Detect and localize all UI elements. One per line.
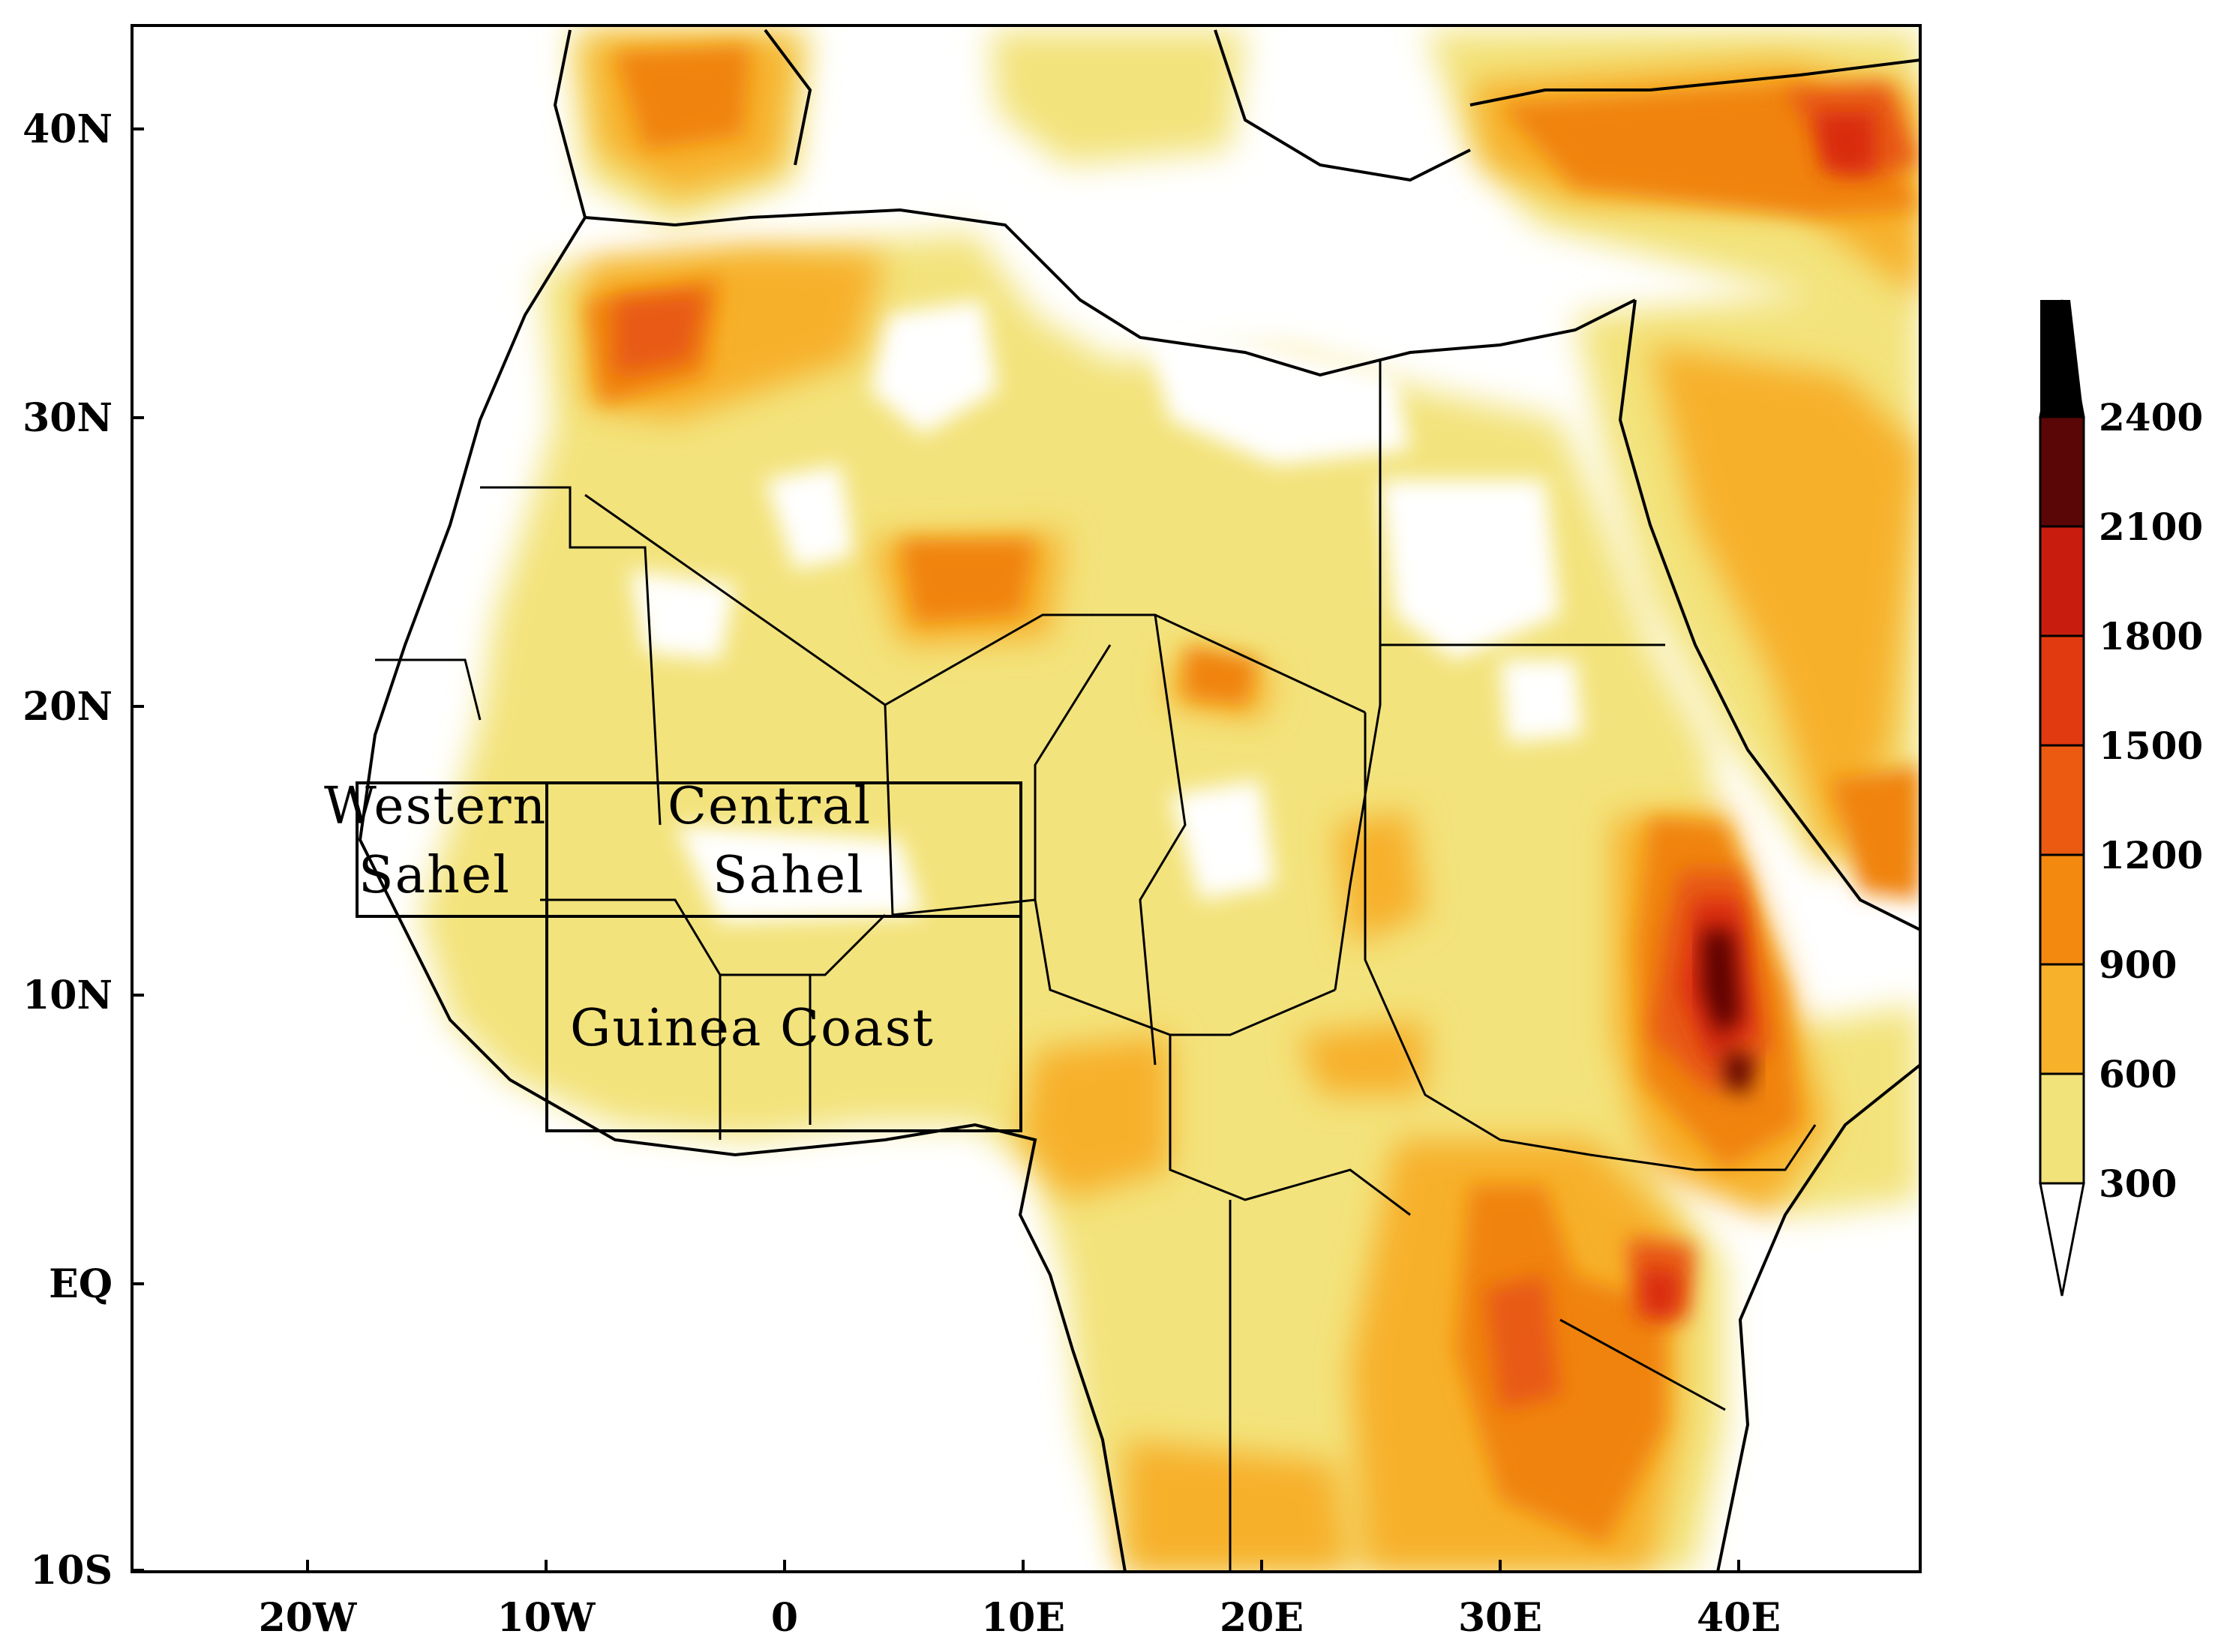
colorbar-label: 300 — [2099, 1162, 2177, 1206]
guinea-coast-label: Guinea Coast — [570, 999, 935, 1058]
x-tick-label: 20E — [1220, 1595, 1304, 1641]
region-boxes — [356, 781, 1022, 1132]
colorbar-bin-900-1200 — [2039, 853, 2085, 966]
y-ticks — [132, 127, 144, 1572]
guinea-coast-box — [545, 915, 1022, 1132]
colorbar-label: 2100 — [2099, 505, 2203, 549]
x-ticks — [306, 1560, 1740, 1572]
colorbar-label: 600 — [2099, 1052, 2177, 1096]
shading-below-300 — [630, 300, 1583, 922]
colorbar-label: 2400 — [2099, 395, 2203, 439]
x-tick-label: 10W — [497, 1595, 596, 1641]
western-sahel-label-2: Sahel — [359, 846, 511, 905]
colorbar-label: 1200 — [2099, 833, 2203, 877]
plot-frame — [131, 24, 1922, 1573]
y-tick-label: EQ — [49, 1261, 113, 1307]
y-tick-label: 40N — [23, 106, 113, 152]
y-tick-label: 30N — [23, 395, 113, 441]
y-tick-labels: 40N 30N 20N 10N EQ 10S — [23, 106, 113, 1594]
colorbar-label: 900 — [2099, 943, 2177, 987]
x-tick-label: 30E — [1458, 1595, 1542, 1641]
x-tick-label: 20W — [259, 1595, 358, 1641]
colorbar-bin-1500-1800 — [2039, 634, 2085, 747]
western-sahel-label-1: Western — [324, 777, 547, 836]
colorbar-bin-600-900 — [2039, 963, 2085, 1075]
colorbar-bin-1800-2100 — [2039, 525, 2085, 637]
colorbar-label: 1800 — [2099, 614, 2203, 658]
colorbar-bin-1200-1500 — [2039, 744, 2085, 856]
x-tick-label: 10E — [981, 1595, 1065, 1641]
central-sahel-label-2: Sahel — [713, 846, 865, 905]
colorbar-label: 1500 — [2099, 724, 2203, 768]
colorbar-bottom-triangle — [2039, 1182, 2085, 1297]
y-tick-label: 10N — [23, 973, 113, 1018]
central-sahel-label-1: Central — [668, 777, 872, 836]
y-tick-label: 10S — [30, 1548, 113, 1594]
coastlines — [358, 28, 1920, 1572]
colorbar-bin-300-600 — [2039, 1072, 2085, 1185]
shaded-field — [358, 28, 1920, 1572]
shading-2100-2400 — [1703, 930, 1755, 1095]
x-tick-label: 40E — [1697, 1595, 1781, 1641]
country-borders — [375, 360, 1817, 1572]
colorbar — [2039, 299, 2085, 1297]
x-tick-labels: 20W 10W 0 10E 20E 30E 40E — [259, 1595, 1781, 1641]
colorbar-labels: 2400 2100 1800 1500 1200 900 600 300 — [2099, 395, 2203, 1206]
colorbar-bin-2100-2400 — [2039, 415, 2085, 528]
x-tick-label: 0 — [771, 1595, 798, 1641]
y-tick-label: 20N — [23, 684, 113, 730]
